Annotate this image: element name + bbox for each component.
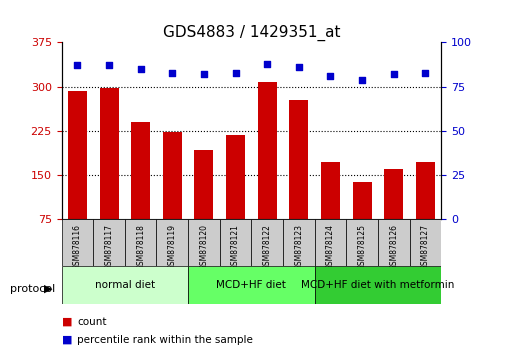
Point	[231, 70, 240, 75]
Text: GSM878123: GSM878123	[294, 224, 303, 270]
FancyBboxPatch shape	[62, 266, 188, 304]
Point	[168, 70, 176, 75]
Bar	[194, 150, 213, 219]
Text: GSM878125: GSM878125	[358, 224, 367, 270]
Bar	[352, 182, 371, 219]
FancyBboxPatch shape	[188, 219, 220, 266]
Text: GSM878124: GSM878124	[326, 224, 335, 270]
FancyBboxPatch shape	[93, 219, 125, 266]
FancyBboxPatch shape	[125, 219, 156, 266]
Bar	[226, 135, 245, 219]
Point	[105, 63, 113, 68]
Bar	[100, 88, 119, 219]
FancyBboxPatch shape	[314, 266, 441, 304]
Text: MCD+HF diet with metformin: MCD+HF diet with metformin	[301, 280, 455, 290]
Text: GSM878117: GSM878117	[105, 224, 113, 270]
Text: count: count	[77, 317, 107, 327]
Bar	[258, 82, 277, 219]
Text: GSM878116: GSM878116	[73, 224, 82, 270]
Text: normal diet: normal diet	[95, 280, 155, 290]
Point	[73, 63, 82, 68]
Bar	[289, 100, 308, 219]
Point	[294, 64, 303, 70]
Text: GSM878127: GSM878127	[421, 224, 430, 270]
Text: MCD+HF diet: MCD+HF diet	[216, 280, 286, 290]
Bar	[163, 132, 182, 219]
Text: ■: ■	[62, 335, 72, 345]
Point	[200, 72, 208, 77]
Text: ▶: ▶	[44, 284, 52, 293]
Text: GSM878122: GSM878122	[263, 224, 272, 270]
Bar	[416, 162, 435, 219]
FancyBboxPatch shape	[220, 219, 251, 266]
Point	[358, 77, 366, 82]
Text: GSM878118: GSM878118	[136, 224, 145, 270]
Bar	[384, 169, 403, 219]
Text: GSM878119: GSM878119	[168, 224, 177, 270]
Point	[421, 70, 429, 75]
Text: GSM878121: GSM878121	[231, 224, 240, 270]
FancyBboxPatch shape	[378, 219, 409, 266]
Text: protocol: protocol	[10, 284, 55, 293]
FancyBboxPatch shape	[188, 266, 314, 304]
Point	[263, 61, 271, 67]
FancyBboxPatch shape	[156, 219, 188, 266]
FancyBboxPatch shape	[314, 219, 346, 266]
Point	[389, 72, 398, 77]
FancyBboxPatch shape	[251, 219, 283, 266]
Text: GSM878126: GSM878126	[389, 224, 398, 270]
Point	[326, 73, 334, 79]
Text: ■: ■	[62, 317, 72, 327]
Text: GSM878120: GSM878120	[200, 224, 208, 270]
Bar	[131, 122, 150, 219]
Point	[136, 66, 145, 72]
FancyBboxPatch shape	[409, 219, 441, 266]
FancyBboxPatch shape	[346, 219, 378, 266]
Bar	[68, 91, 87, 219]
FancyBboxPatch shape	[283, 219, 314, 266]
FancyBboxPatch shape	[62, 219, 93, 266]
Bar	[321, 162, 340, 219]
Title: GDS4883 / 1429351_at: GDS4883 / 1429351_at	[163, 25, 340, 41]
Text: percentile rank within the sample: percentile rank within the sample	[77, 335, 253, 345]
